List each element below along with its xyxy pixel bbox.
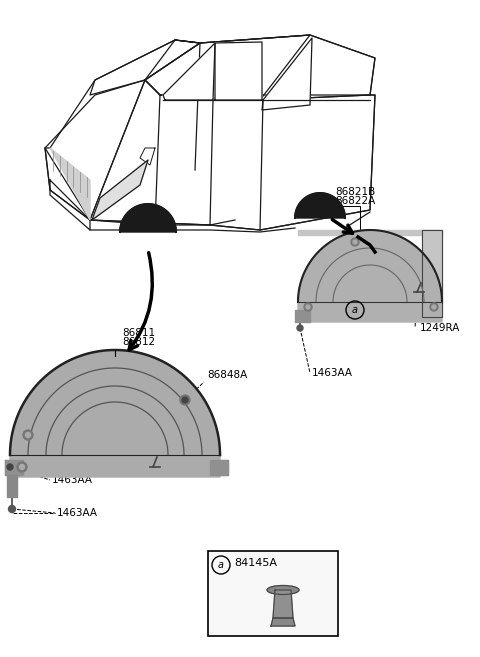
Polygon shape — [210, 460, 228, 475]
Circle shape — [17, 462, 27, 472]
Polygon shape — [50, 148, 90, 220]
Polygon shape — [295, 310, 310, 322]
Polygon shape — [92, 160, 148, 220]
Polygon shape — [295, 193, 345, 218]
Text: 1463AA: 1463AA — [312, 368, 353, 378]
Polygon shape — [215, 42, 262, 100]
Circle shape — [20, 464, 24, 470]
Circle shape — [297, 325, 303, 331]
Polygon shape — [298, 230, 442, 235]
Text: 84145A: 84145A — [234, 558, 277, 568]
Polygon shape — [90, 40, 200, 95]
Circle shape — [9, 505, 15, 512]
Circle shape — [182, 397, 188, 403]
Circle shape — [23, 430, 33, 440]
Text: 86848A: 86848A — [207, 370, 247, 380]
Polygon shape — [5, 460, 23, 475]
Polygon shape — [120, 204, 176, 232]
Text: 86812: 86812 — [122, 337, 155, 347]
Polygon shape — [262, 38, 312, 110]
Text: 1463AA: 1463AA — [57, 508, 98, 518]
Text: a: a — [352, 305, 358, 315]
Circle shape — [430, 303, 438, 311]
Circle shape — [432, 305, 436, 309]
Polygon shape — [271, 618, 295, 626]
Polygon shape — [10, 350, 220, 477]
Polygon shape — [273, 590, 293, 618]
Circle shape — [180, 395, 190, 405]
Text: 86821B: 86821B — [335, 187, 375, 197]
FancyBboxPatch shape — [208, 551, 338, 636]
Polygon shape — [163, 43, 215, 100]
Circle shape — [7, 464, 13, 470]
Polygon shape — [145, 35, 375, 100]
Text: a: a — [218, 560, 224, 570]
Circle shape — [25, 432, 31, 438]
Circle shape — [306, 305, 310, 309]
Ellipse shape — [267, 585, 299, 595]
Text: 86822A: 86822A — [335, 196, 375, 206]
Polygon shape — [7, 475, 17, 497]
Text: 1249RA: 1249RA — [420, 323, 460, 333]
Text: 1249RA: 1249RA — [163, 445, 204, 455]
Text: 1463AA: 1463AA — [52, 475, 93, 485]
Polygon shape — [298, 230, 442, 322]
Polygon shape — [90, 80, 375, 230]
Circle shape — [353, 240, 357, 244]
Text: 86811: 86811 — [122, 328, 155, 338]
Circle shape — [351, 238, 359, 246]
Circle shape — [304, 303, 312, 311]
Polygon shape — [422, 230, 442, 317]
Polygon shape — [45, 40, 200, 220]
Circle shape — [182, 397, 188, 403]
